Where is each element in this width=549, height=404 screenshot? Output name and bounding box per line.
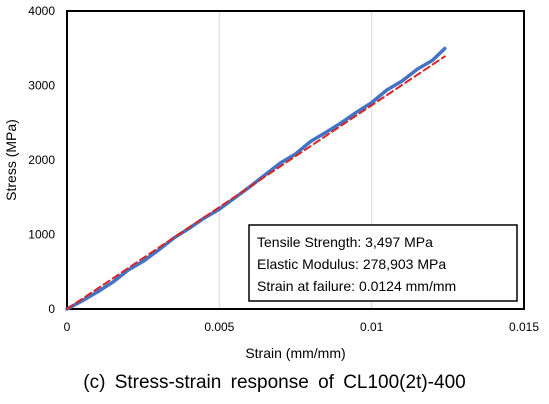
- x-tick-label-1: 0.005: [204, 320, 234, 334]
- y-axis-ticks: 0 1000 2000 3000 4000: [28, 4, 55, 316]
- x-tick-label-0: 0: [64, 320, 71, 334]
- results-annotation-box: Tensile Strength: 3,497 MPa Elastic Modu…: [248, 224, 518, 302]
- y-tick-label-4: 4000: [28, 4, 55, 18]
- annotation-tensile-strength: Tensile Strength: 3,497 MPa: [257, 234, 433, 250]
- x-tick-label-2: 0.01: [360, 320, 384, 334]
- figure-caption: (c) Stress-strain response of CL100(2t)-…: [83, 372, 466, 393]
- stress-strain-chart: 0 0.005 0.01 0.015 0 1000 2000 3000 4000 Strain…: [3, 4, 540, 361]
- x-axis-ticks: 0 0.005 0.01 0.015: [64, 320, 540, 334]
- y-tick-label-2: 2000: [28, 153, 55, 167]
- linear-fit-dashed-line: [66, 55, 446, 310]
- annotation-elastic-modulus: Elastic Modulus: 278,903 MPa: [257, 256, 446, 272]
- y-tick-label-0: 0: [48, 302, 55, 316]
- x-axis-label: Strain (mm/mm): [245, 345, 345, 361]
- y-axis-label: Stress (MPa): [3, 119, 19, 201]
- plot-area-frame: [66, 10, 525, 310]
- stress-strain-curve: [65, 46, 447, 311]
- y-tick-label-3: 3000: [28, 79, 55, 93]
- annotation-box-border: [248, 224, 518, 302]
- x-tick-label-3: 0.015: [509, 320, 539, 334]
- data-series: [65, 46, 447, 311]
- y-tick-label-1: 1000: [28, 228, 55, 242]
- annotation-strain-at-failure: Strain at failure: 0.0124 mm/mm: [257, 278, 456, 294]
